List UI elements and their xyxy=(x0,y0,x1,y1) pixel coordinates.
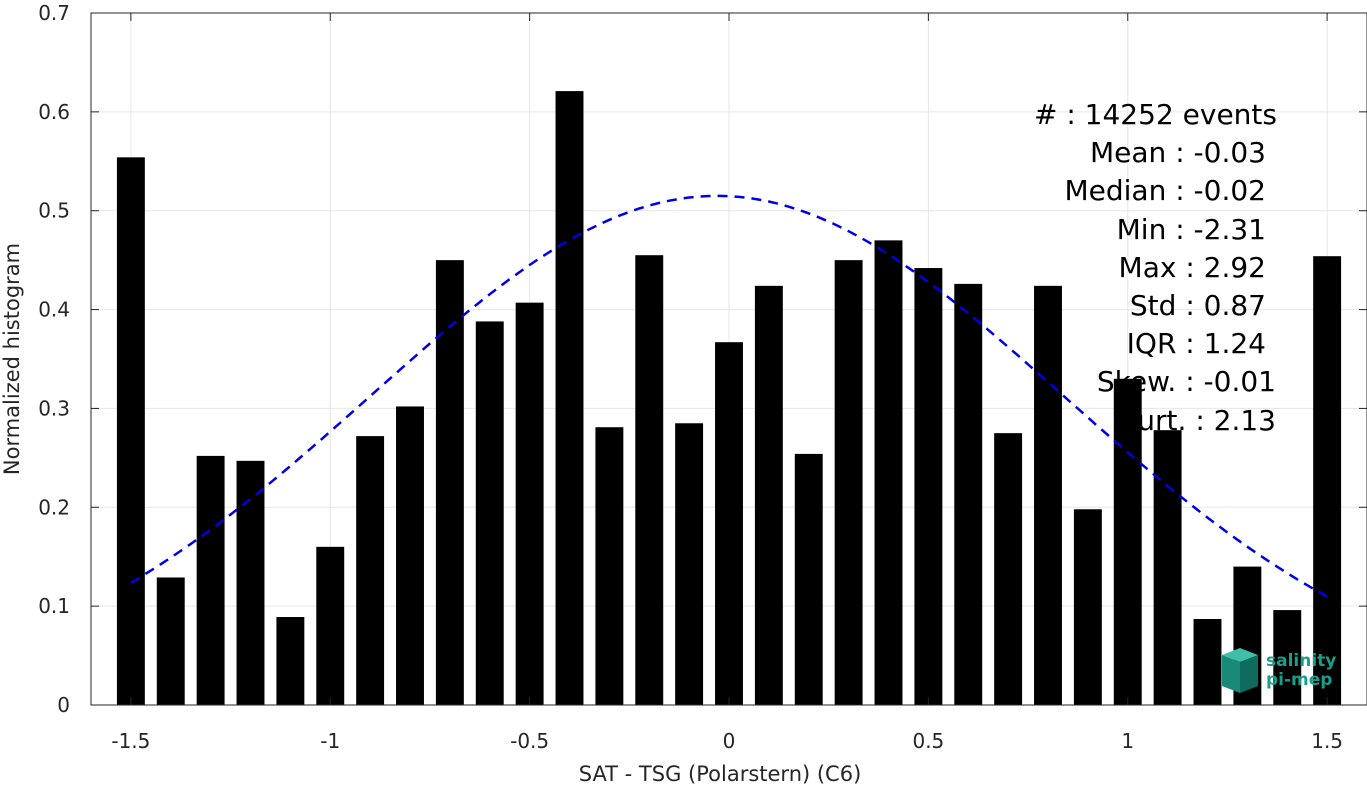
y-tick-label: 0.7 xyxy=(38,1,70,25)
stat-max: Max : 2.92 xyxy=(1119,251,1266,284)
y-tick-label: 0.4 xyxy=(38,298,70,322)
histogram-bar xyxy=(116,157,145,705)
histogram-bar xyxy=(196,455,225,705)
histogram-bar xyxy=(356,436,385,705)
salinity-pi-mep-logo: salinity pi-mep xyxy=(1222,648,1336,693)
y-tick-label: 0.1 xyxy=(38,594,70,618)
histogram-bar xyxy=(236,460,265,705)
logo-line1: salinity xyxy=(1266,651,1336,671)
stat-events: # : 14252 events xyxy=(1034,98,1277,131)
x-tick-label: -0.5 xyxy=(510,729,549,753)
y-axis-ticks: 0 0.1 0.2 0.3 0.4 0.5 0.6 0.7 xyxy=(38,1,1367,717)
y-tick-label: 0 xyxy=(57,693,70,717)
histogram-bar xyxy=(1313,256,1342,705)
histogram-bar xyxy=(874,240,903,705)
stat-min: Min : -2.31 xyxy=(1117,213,1266,246)
stat-iqr: IQR : 1.24 xyxy=(1127,327,1266,360)
y-tick-label: 0.5 xyxy=(38,199,70,223)
histogram-bar xyxy=(994,433,1023,705)
stat-kurt: Kurt. : 2.13 xyxy=(1120,404,1276,437)
histogram-bar xyxy=(555,91,584,705)
x-tick-label: -1 xyxy=(320,729,340,753)
stats-box: # : 14252 events Mean : -0.03 Median : -… xyxy=(1034,98,1277,437)
histogram-bar xyxy=(675,423,704,705)
histogram-bar xyxy=(1073,509,1102,705)
histogram-bar xyxy=(1113,378,1142,705)
histogram-bar xyxy=(1193,618,1222,705)
x-axis-ticks: -1.5 -1 -0.5 0 0.5 1 1.5 xyxy=(111,13,1343,753)
histogram-bar xyxy=(635,255,664,705)
x-tick-label: 0.5 xyxy=(912,729,944,753)
stat-skew: Skew. : -0.01 xyxy=(1097,365,1276,398)
histogram-bar xyxy=(754,285,783,705)
x-tick-label: 1 xyxy=(1121,729,1134,753)
y-tick-label: 0.2 xyxy=(38,495,70,519)
histogram-bars xyxy=(116,91,1342,705)
y-axis-label: Normalized histogram xyxy=(0,243,24,475)
histogram-bar xyxy=(515,302,544,705)
histogram-bar xyxy=(475,321,504,705)
x-tick-label: -1.5 xyxy=(111,729,150,753)
y-tick-label: 0.6 xyxy=(38,100,70,124)
histogram-bar xyxy=(1273,610,1302,705)
histogram-bar xyxy=(156,577,185,705)
stat-median: Median : -0.02 xyxy=(1064,174,1266,207)
y-tick-label: 0.3 xyxy=(38,396,70,420)
histogram-bar xyxy=(1034,285,1062,705)
histogram-bar xyxy=(595,427,624,705)
histogram-bar xyxy=(954,283,983,705)
x-tick-label: 1.5 xyxy=(1311,729,1343,753)
histogram-bar xyxy=(914,268,943,705)
stat-std: Std : 0.87 xyxy=(1130,289,1266,322)
x-axis-label: SAT - TSG (Polarstern) (C6) xyxy=(579,762,862,785)
gaussian-fit-curve xyxy=(130,194,1328,598)
histogram-bar xyxy=(316,546,345,705)
histogram-bar xyxy=(794,453,823,705)
logo-line2: pi-mep xyxy=(1266,670,1332,690)
stat-mean: Mean : -0.03 xyxy=(1090,136,1266,169)
histogram-bar xyxy=(1153,430,1182,705)
histogram-bar xyxy=(834,260,863,705)
logo-cube-icon xyxy=(1222,648,1258,693)
x-tick-label: 0 xyxy=(723,729,736,753)
histogram-bar xyxy=(715,342,743,705)
histogram-bar xyxy=(396,406,424,705)
histogram-bar xyxy=(276,617,305,705)
